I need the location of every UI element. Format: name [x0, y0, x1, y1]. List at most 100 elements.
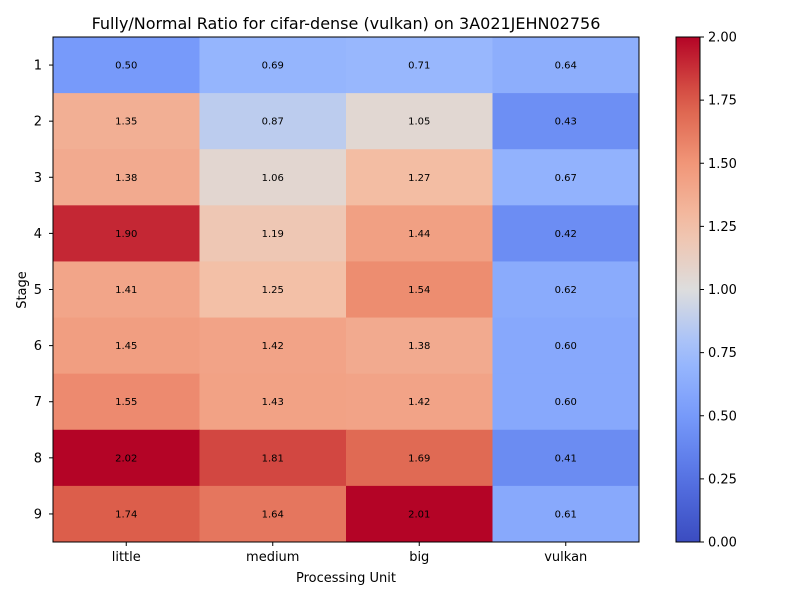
y-tick-label: 4	[34, 227, 42, 242]
heatmap-cell	[492, 429, 640, 487]
heatmap-cell	[199, 429, 347, 487]
cell-value-label: 0.64	[555, 61, 577, 72]
y-tick-label: 9	[34, 507, 42, 522]
heatmap-cell	[346, 93, 493, 150]
x-axis-label: Processing Unit	[296, 571, 396, 586]
colorbar-tick-label: 1.75	[708, 94, 737, 109]
cell-value-label: 0.50	[115, 61, 137, 72]
x-tick-label: little	[112, 550, 141, 565]
cell-value-label: 2.02	[115, 453, 137, 464]
heatmap-cell	[199, 485, 347, 543]
cell-value-label: 1.74	[115, 509, 137, 520]
cell-value-label: 0.62	[555, 285, 577, 296]
heatmap-cells	[53, 37, 640, 543]
cell-value-label: 0.87	[262, 117, 284, 128]
cell-value-label: 1.55	[115, 397, 137, 408]
heatmap-cell	[53, 93, 200, 150]
heatmap-cell	[346, 261, 493, 319]
x-tick-label: big	[409, 550, 429, 565]
x-tick-label: vulkan	[544, 550, 587, 565]
heatmap-cell	[492, 485, 640, 543]
heatmap-cell	[53, 485, 200, 543]
heatmap-cell	[346, 429, 493, 487]
heatmap-cell	[346, 37, 493, 94]
cell-value-label: 1.38	[115, 173, 137, 184]
heatmap-cell	[492, 261, 640, 319]
colorbar-tick-label: 0.25	[708, 472, 737, 487]
cell-value-label: 1.38	[408, 341, 430, 352]
heatmap-cell	[53, 149, 200, 206]
y-tick-label: 8	[34, 451, 42, 466]
cell-value-label: 1.19	[262, 229, 284, 240]
cell-value-label: 1.05	[408, 117, 430, 128]
heatmap-cell	[53, 205, 200, 262]
cell-value-label: 1.45	[115, 341, 137, 352]
y-axis-label: Stage	[15, 271, 30, 309]
chart-title: Fully/Normal Ratio for cifar-dense (vulk…	[92, 14, 601, 33]
y-tick-label: 1	[34, 59, 42, 74]
cell-value-label: 1.06	[262, 173, 284, 184]
colorbar-tick-label: 1.00	[708, 283, 737, 298]
cell-value-label: 0.61	[555, 509, 577, 520]
heatmap-cell	[53, 317, 200, 375]
cell-value-label: 0.60	[555, 341, 577, 352]
heatmap-cell	[199, 37, 347, 94]
colorbar-tick-label: 0.00	[708, 536, 737, 551]
cell-value-label: 2.01	[408, 509, 430, 520]
heatmap-cell	[53, 37, 200, 94]
heatmap-cell	[346, 205, 493, 262]
heatmap-cell	[492, 317, 640, 375]
cell-value-label: 1.43	[262, 397, 284, 408]
cell-value-label: 1.42	[408, 397, 430, 408]
heatmap-cell	[199, 373, 347, 431]
cell-value-label: 1.81	[262, 453, 284, 464]
heatmap-cell	[492, 149, 640, 206]
colorbar-tick-label: 1.50	[708, 157, 737, 172]
y-tick-label: 5	[34, 283, 42, 298]
cell-value-label: 0.60	[555, 397, 577, 408]
heatmap-cell	[53, 429, 200, 487]
heatmap-cell	[492, 205, 640, 262]
heatmap-cell	[199, 317, 347, 375]
y-tick-label: 6	[34, 339, 42, 354]
cell-value-label: 0.71	[408, 61, 430, 72]
cell-value-label: 1.35	[115, 117, 137, 128]
cell-value-label: 1.44	[408, 229, 430, 240]
cell-value-label: 1.69	[408, 453, 430, 464]
cell-value-label: 1.41	[115, 285, 137, 296]
y-axis-ticks: 1 2 3 4 5 6 7 8 9	[34, 59, 53, 522]
cell-value-label: 0.42	[555, 229, 577, 240]
colorbar	[675, 36, 701, 543]
heatmap-cell	[53, 373, 200, 431]
heatmap-cell	[346, 373, 493, 431]
cell-value-label: 1.54	[408, 285, 430, 296]
cell-value-label: 1.27	[408, 173, 430, 184]
cell-value-label: 1.90	[115, 229, 137, 240]
heatmap-cell	[199, 93, 347, 150]
heatmap-cell	[492, 93, 640, 150]
cell-value-label: 0.67	[555, 173, 577, 184]
heatmap-cell	[346, 149, 493, 206]
cell-value-label: 1.25	[262, 285, 284, 296]
y-tick-label: 7	[34, 395, 42, 410]
colorbar-tick-label: 1.25	[708, 220, 737, 235]
heatmap-cell	[199, 261, 347, 319]
heatmap-cell	[346, 317, 493, 375]
x-tick-label: medium	[246, 550, 299, 565]
heatmap-cell-labels: 0.50 0.69 0.71 0.64 1.35 0.87 1.05 0.43 1.38 1.06…	[115, 61, 577, 521]
cell-value-label: 0.41	[555, 453, 577, 464]
heatmap-cell	[492, 37, 640, 94]
heatmap-cell	[199, 149, 347, 206]
heatmap-cell	[346, 485, 493, 543]
cell-value-label: 0.69	[262, 61, 284, 72]
cell-value-label: 0.43	[555, 117, 577, 128]
heatmap-cell	[199, 205, 347, 262]
colorbar-tick-label: 2.00	[708, 31, 737, 46]
colorbar-tick-label: 0.50	[708, 409, 737, 424]
colorbar-tick-label: 0.75	[708, 346, 737, 361]
cell-value-label: 1.42	[262, 341, 284, 352]
colorbar-ticks: 0.00 0.25 0.50 0.75 1.00 1.25 1.50 1.75 2.00	[700, 31, 737, 551]
y-tick-label: 2	[34, 115, 42, 130]
cell-value-label: 1.64	[262, 509, 284, 520]
